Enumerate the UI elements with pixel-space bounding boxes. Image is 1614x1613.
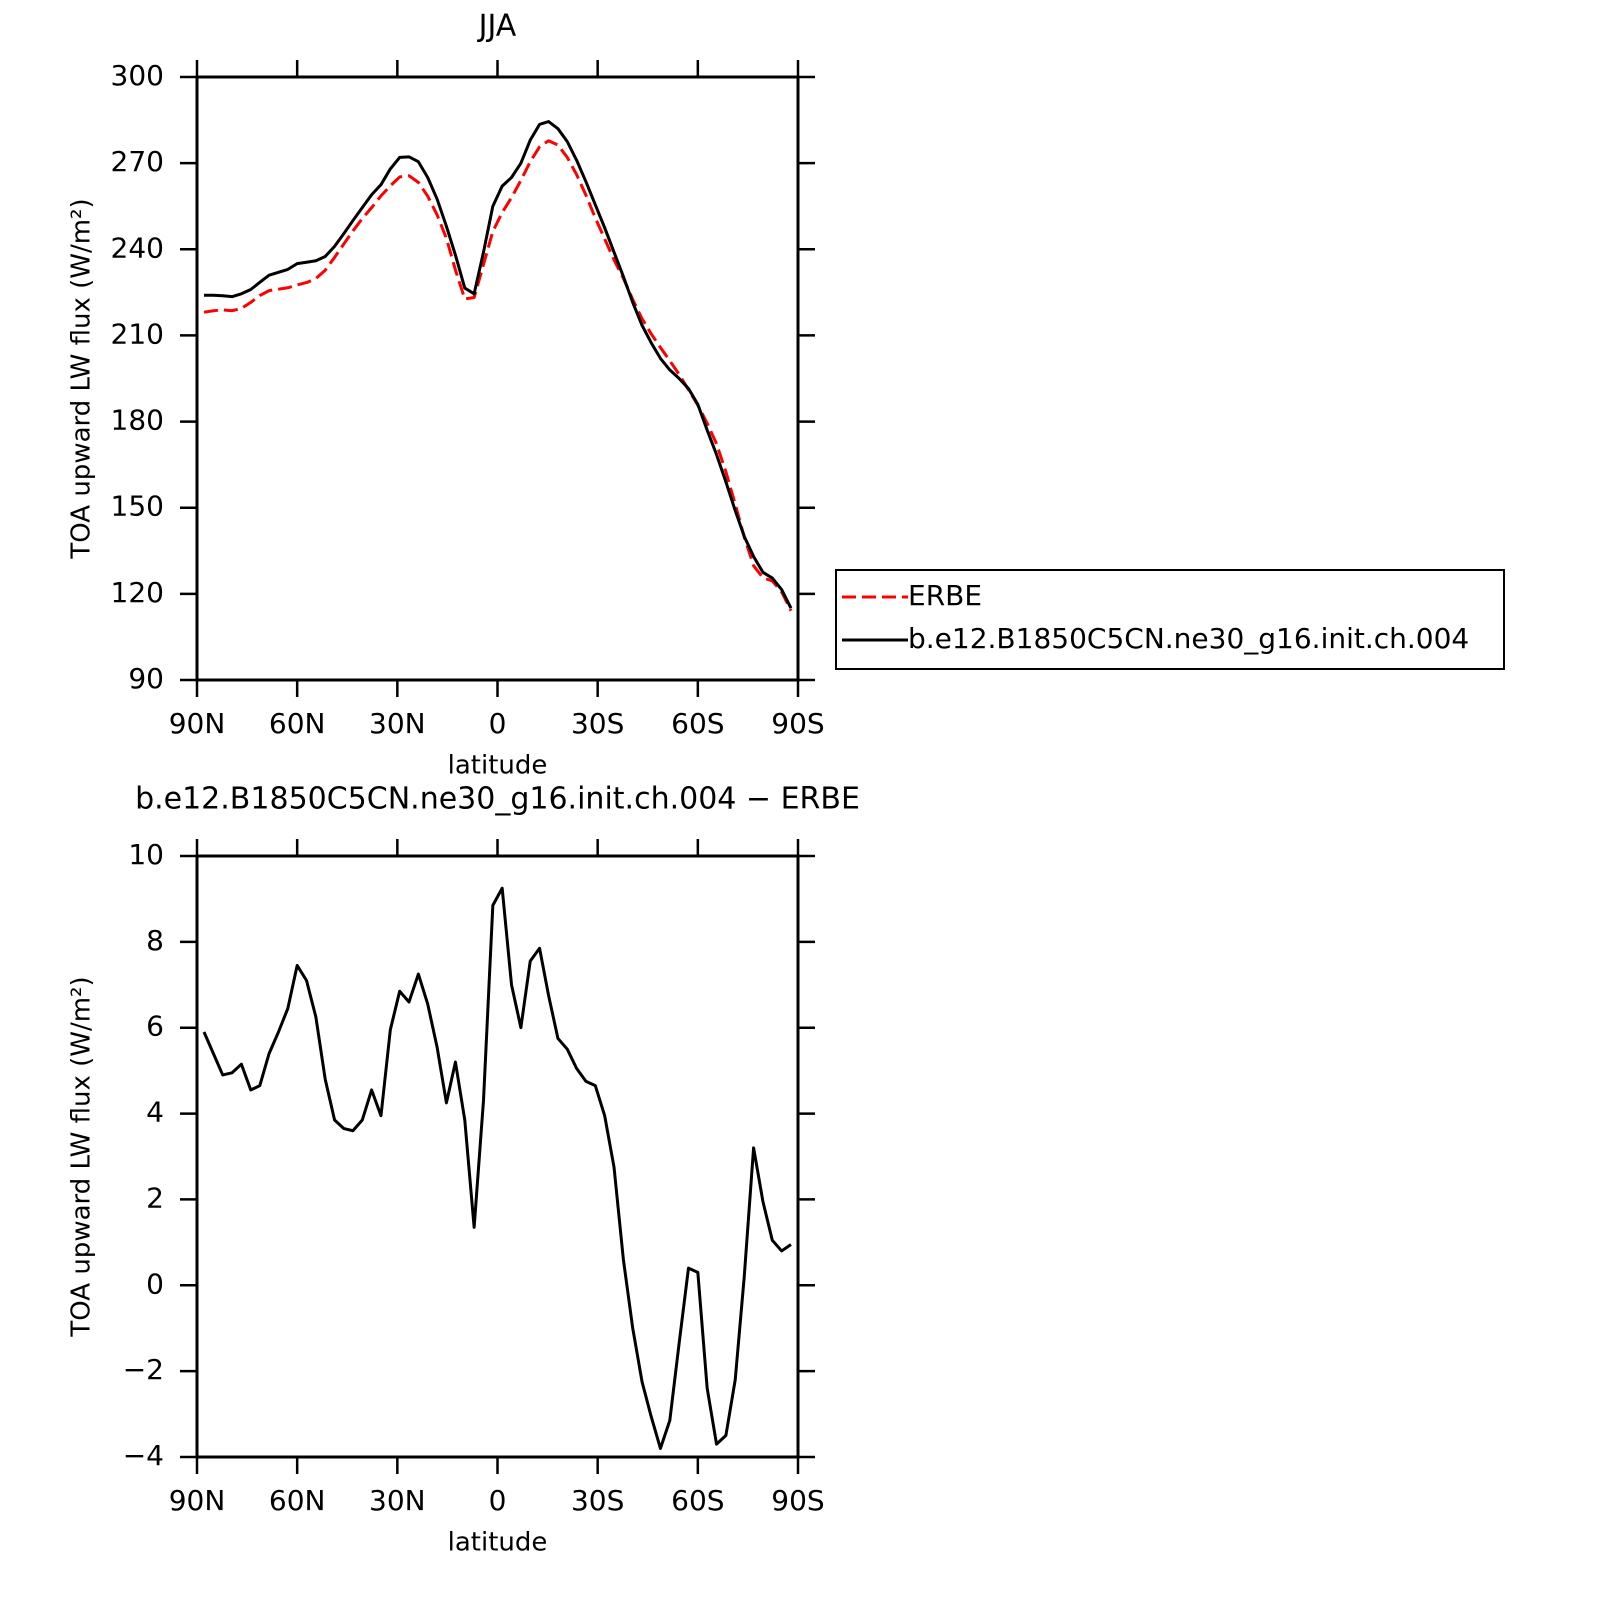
y-tick-label: 4 xyxy=(146,1096,164,1129)
x-tick-label: 60N xyxy=(269,1484,326,1517)
y-axis-label: TOA upward LW flux (W/m²) xyxy=(67,198,97,559)
y-tick-label: −4 xyxy=(123,1439,164,1472)
x-tick-label: 90S xyxy=(771,707,824,740)
x-tick-label: 60S xyxy=(671,1484,724,1517)
x-tick-label: 90N xyxy=(169,1484,226,1517)
x-tick-label: 0 xyxy=(489,707,507,740)
y-tick-label: 300 xyxy=(111,59,164,92)
x-tick-label: 30N xyxy=(369,1484,426,1517)
legend-label: b.e12.B1850C5CN.ne30_g16.init.ch.004 xyxy=(908,622,1469,655)
y-tick-label: 10 xyxy=(128,838,164,871)
data-line xyxy=(203,139,793,612)
y-tick-label: 210 xyxy=(111,317,164,350)
legend-box xyxy=(835,569,1505,670)
y-tick-label: 0 xyxy=(146,1267,164,1300)
x-tick-label: 60S xyxy=(671,707,724,740)
y-axis-label: TOA upward LW flux (W/m²) xyxy=(67,976,97,1337)
x-tick-label: 30S xyxy=(571,707,624,740)
chart-title: JJA xyxy=(477,9,517,44)
y-tick-label: 180 xyxy=(111,404,164,437)
x-tick-label: 30S xyxy=(571,1484,624,1517)
x-tick-label: 30N xyxy=(369,707,426,740)
chart-panel: JJA 90 120 150 180 210 240 270 300 90N 60N 30N 0 30S 6… xyxy=(67,9,1505,781)
y-tick-label: 8 xyxy=(146,924,164,957)
y-tick-label: 120 xyxy=(111,576,164,609)
plot-frame xyxy=(195,75,800,682)
x-axis-label: latitude xyxy=(448,1528,548,1558)
x-tick-label: 0 xyxy=(489,1484,507,1517)
x-tick-label: 90N xyxy=(169,707,226,740)
y-tick-label: 2 xyxy=(146,1181,164,1214)
y-tick-label: −2 xyxy=(123,1353,164,1386)
chart-panel: b.e12.B1850C5CN.ne30_g16.init.ch.004 − E… xyxy=(67,782,860,1558)
plot-frame xyxy=(195,854,800,1459)
y-tick-label: 270 xyxy=(111,145,164,178)
chart-title: b.e12.B1850C5CN.ne30_g16.init.ch.004 − E… xyxy=(135,782,860,817)
y-tick-label: 150 xyxy=(111,490,164,523)
legend-label: ERBE xyxy=(908,579,982,612)
x-tick-label: 60N xyxy=(269,707,326,740)
x-tick-label: 90S xyxy=(771,1484,824,1517)
data-line xyxy=(202,886,792,1450)
y-tick-label: 6 xyxy=(146,1010,164,1043)
y-tick-label: 240 xyxy=(111,231,164,264)
y-tick-label: 90 xyxy=(128,662,164,695)
x-axis-label: latitude xyxy=(448,751,548,781)
data-line xyxy=(204,120,793,609)
